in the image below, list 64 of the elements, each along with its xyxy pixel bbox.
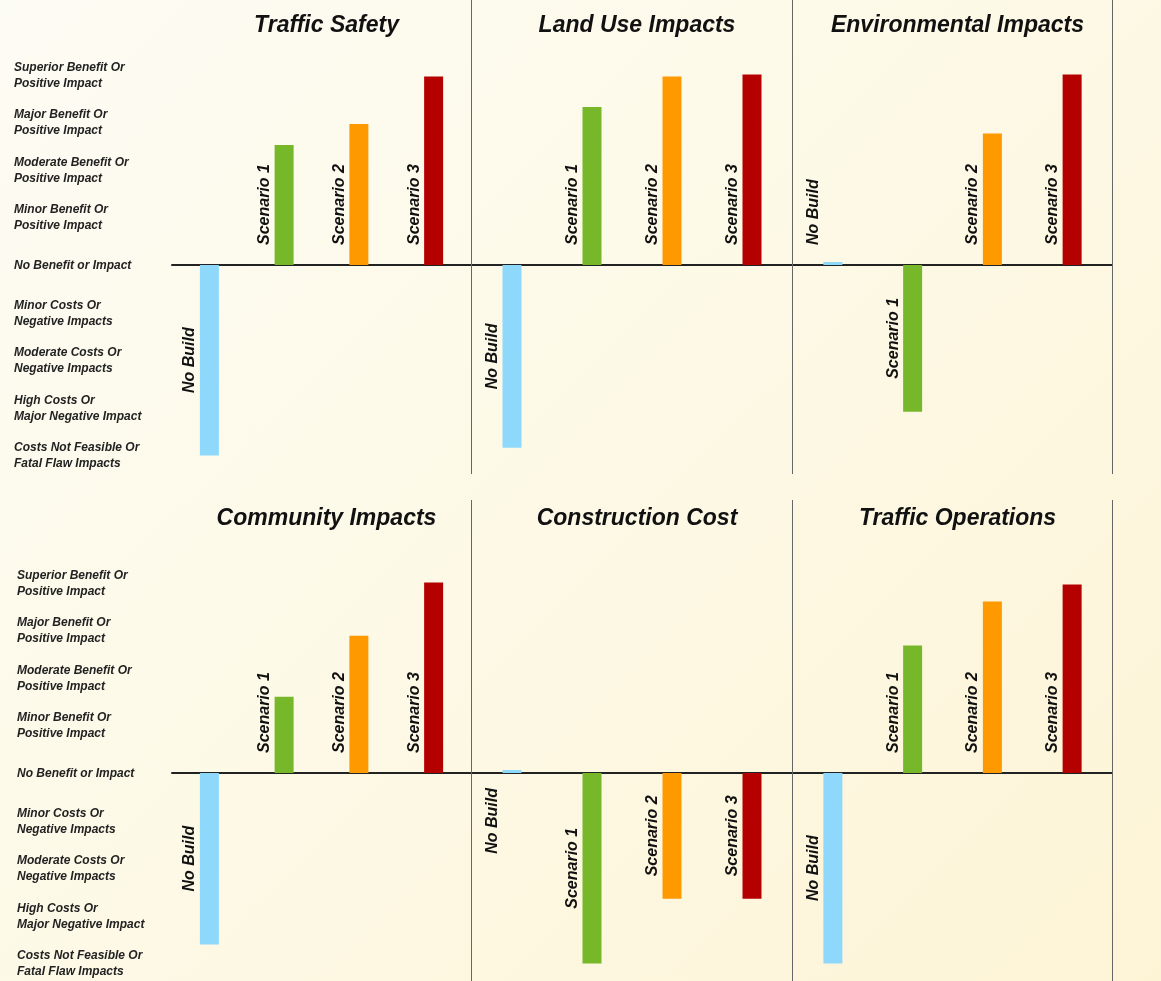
chart-title: Land Use Impacts — [538, 10, 736, 37]
x-tick-label: No Build — [180, 824, 198, 892]
bar — [349, 124, 369, 265]
x-tick-label: Scenario 2 — [643, 163, 660, 245]
bar — [199, 773, 219, 945]
bar — [582, 106, 602, 265]
text: Superior Benefit Or Positive Impact — [14, 59, 127, 90]
text: High Costs Or Major Negative Impact — [14, 392, 143, 423]
x-tick-label: No Build — [803, 178, 821, 245]
bar — [274, 145, 294, 265]
text: Superior Benefit Or Positive Impact — [17, 567, 130, 598]
x-tick-label: Scenario 1 — [255, 671, 273, 753]
x-tick-label: Scenario 3 — [404, 163, 422, 245]
bar — [662, 76, 682, 265]
x-tick-label: Scenario 1 — [883, 297, 901, 379]
x-tick-label: Scenario 2 — [643, 795, 660, 877]
text: Moderate Costs Or Negative Impacts — [17, 853, 126, 884]
text: Costs Not Feasible Or Fatal Flaw Impacts — [14, 440, 141, 471]
text: Moderate Costs Or Negative Impacts — [14, 345, 123, 376]
text: Major Benefit Or Positive Impact — [17, 615, 112, 646]
text: Minor Benefit Or Positive Impact — [14, 202, 110, 233]
bar — [742, 74, 762, 265]
x-tick-label: Scenario 1 — [563, 163, 580, 245]
x-tick-label: Scenario 2 — [329, 163, 347, 245]
text: No Benefit or Impact — [14, 258, 133, 272]
x-tick-label: Scenario 3 — [1043, 671, 1061, 753]
x-tick-label: Scenario 3 — [1043, 163, 1061, 245]
bar — [1062, 584, 1082, 773]
x-tick-label: No Build — [180, 326, 198, 394]
x-tick-label: Scenario 1 — [563, 827, 580, 909]
x-tick-label: No Build — [483, 322, 500, 390]
bar — [199, 265, 219, 456]
chart-title: Construction Cost — [536, 503, 739, 530]
bar — [903, 645, 923, 773]
x-tick-label: Scenario 3 — [723, 795, 740, 877]
bar — [502, 265, 522, 448]
bar — [349, 635, 369, 773]
text: Minor Costs Or Negative Impacts — [14, 297, 114, 328]
x-tick-label: Scenario 2 — [963, 163, 981, 245]
bar — [424, 76, 444, 265]
text: No Benefit or Impact — [17, 766, 136, 780]
chart-title: Traffic Safety — [254, 10, 401, 37]
chart-title: Environmental Impacts — [830, 10, 1085, 37]
text: Moderate Benefit Or Positive Impact — [14, 154, 131, 185]
x-tick-label: Scenario 1 — [883, 671, 901, 753]
text: High Costs Or Major Negative Impact — [17, 900, 146, 931]
bar — [274, 696, 294, 773]
text: Minor Costs Or Negative Impacts — [17, 805, 117, 836]
x-tick-label: No Build — [483, 786, 500, 854]
x-tick-label: Scenario 2 — [963, 671, 981, 753]
bar — [424, 582, 444, 773]
bar — [823, 773, 843, 964]
x-tick-label: No Build — [803, 834, 821, 902]
text: Moderate Benefit Or Positive Impact — [17, 662, 134, 693]
text: Major Benefit Or Positive Impact — [14, 107, 109, 138]
x-tick-label: Scenario 3 — [404, 671, 422, 753]
bar — [982, 601, 1002, 773]
text: Costs Not Feasible Or Fatal Flaw Impacts — [17, 948, 144, 979]
text: Minor Benefit Or Positive Impact — [17, 710, 113, 741]
x-tick-label: Scenario 1 — [255, 163, 273, 245]
x-tick-label: Scenario 2 — [329, 671, 347, 753]
x-tick-label: Scenario 3 — [723, 163, 740, 245]
chart-title: Traffic Operations — [858, 503, 1057, 530]
chart-title: Community Impacts — [216, 503, 437, 530]
